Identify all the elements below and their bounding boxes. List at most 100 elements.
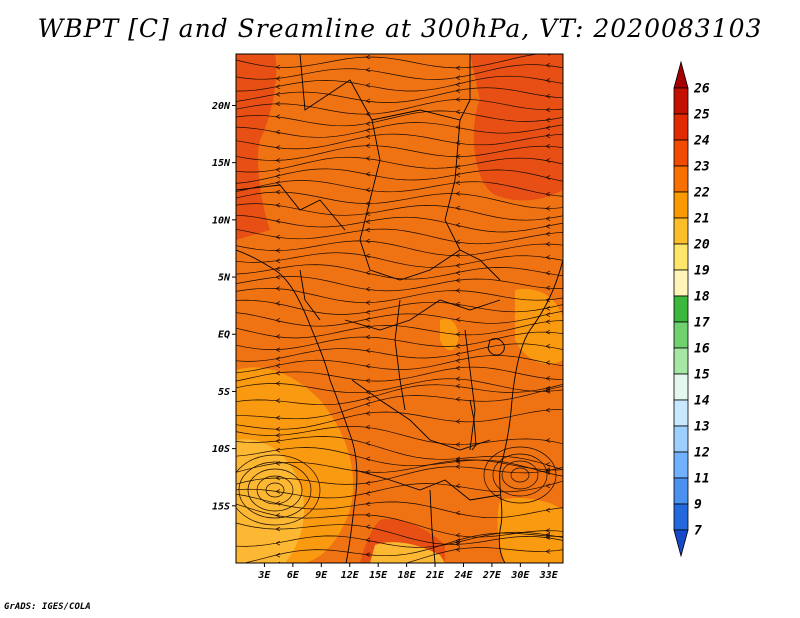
colorbar-swatch (673, 87, 689, 115)
streamline (236, 203, 563, 221)
streamline-arrow (275, 258, 281, 264)
streamline-arrow (275, 500, 281, 506)
streamline-arrow (275, 234, 281, 240)
streamline-arrow (455, 352, 461, 357)
streamline-arrow (365, 317, 371, 322)
lon-tick-label: 30E (510, 570, 530, 581)
streamline (236, 75, 563, 92)
streamline (236, 378, 563, 394)
lat-tick-label: 5S (218, 387, 230, 398)
streamline (236, 522, 563, 545)
colorbar-label: 14 (694, 394, 710, 409)
lake-victoria (487, 338, 505, 356)
streamline-arrow (365, 411, 371, 416)
warm-region-northwest (236, 54, 277, 240)
colorbar-bottom-arrow (673, 529, 689, 558)
streamline-arrow (545, 158, 551, 163)
streamline-arrow (365, 156, 371, 161)
border-1 (299, 54, 373, 121)
streamline-vortex (236, 454, 321, 526)
streamline-vortex (492, 453, 548, 497)
streamline-arrow (365, 300, 371, 305)
colorbar-label: 16 (694, 342, 710, 357)
streamline (236, 214, 563, 233)
streamline-arrow (365, 309, 371, 315)
border-12 (464, 329, 476, 451)
streamline-arrow (455, 547, 461, 552)
streamline-arrow (275, 398, 281, 403)
streamline (236, 145, 563, 161)
colorbar-swatch (673, 503, 689, 531)
streamline-arrow (455, 205, 461, 211)
streamline-arrow (545, 549, 551, 554)
border-7 (344, 299, 501, 331)
streamline-arrow (455, 510, 461, 516)
colorbar-swatch (673, 451, 689, 479)
streamline-arrow (365, 537, 371, 543)
streamline-arrow (275, 202, 281, 208)
colorbar-swatch (673, 399, 689, 427)
streamline-arrow (455, 464, 461, 470)
streamline (236, 493, 563, 519)
colorbar-label: 9 (694, 498, 702, 513)
colorbar-swatch (673, 139, 689, 167)
streamline (236, 276, 563, 292)
colorbar-label: 26 (693, 82, 710, 97)
map-frame (235, 53, 564, 564)
streamline (236, 366, 563, 382)
streamline-vortex (256, 475, 294, 505)
streamline-arrow (455, 532, 461, 538)
colorbar-swatch (673, 347, 689, 375)
streamline-arrow (455, 538, 461, 544)
streamline-arrow (275, 363, 281, 369)
streamline (236, 110, 563, 127)
lon-tick-label: 15E (369, 570, 388, 581)
streamline-arrow (275, 173, 281, 179)
streamline (236, 447, 563, 477)
streamline-arrow (365, 378, 371, 384)
streamline (236, 156, 563, 173)
streamline (236, 466, 563, 485)
streamline-arrow (545, 343, 551, 349)
colorbar-label: 17 (694, 316, 710, 331)
streamline-arrow (455, 65, 461, 71)
streamline-arrow (365, 143, 371, 149)
border-13 (299, 269, 321, 321)
streamline (236, 191, 563, 209)
colorbar-swatch (673, 243, 689, 271)
cool-region-east (515, 289, 563, 364)
streamline-arrow (275, 101, 281, 107)
streamline-vortex (247, 468, 303, 512)
colorbar-top-arrow (673, 60, 689, 89)
streamline-arrow (275, 370, 281, 376)
streamline-arrow (455, 97, 461, 102)
streamline-arrow (545, 78, 551, 83)
streamline-arrow (365, 440, 371, 446)
streamline-arrow (365, 334, 371, 340)
streamline-arrow (455, 383, 461, 389)
streamline (236, 54, 543, 69)
streamline-arrow (275, 415, 281, 421)
streamline-arrow (455, 88, 461, 94)
colorbar-label: 22 (693, 186, 710, 201)
streamline-arrow (545, 63, 551, 68)
streamline-arrow (275, 286, 281, 291)
streamline-arrow (455, 317, 461, 322)
streamline-arrow (455, 270, 461, 276)
streamline-arrow (275, 274, 281, 280)
streamline (236, 459, 563, 473)
cool-region-southwest-inner (236, 439, 305, 563)
streamline-arrow (365, 270, 371, 276)
streamline-arrow (545, 387, 551, 393)
streamline-arrow (455, 343, 461, 349)
grads-credit: GrADS: IGES/COLA (4, 602, 91, 612)
streamline (236, 385, 563, 420)
streamline (236, 320, 563, 339)
lon-tick-label: 9E (315, 570, 328, 581)
streamline-arrow (455, 365, 461, 371)
streamline-arrow (365, 121, 371, 127)
streamline-arrow (455, 376, 461, 382)
streamline-arrow (275, 301, 281, 306)
streamline (242, 532, 563, 563)
colorbar-swatch (673, 191, 689, 219)
